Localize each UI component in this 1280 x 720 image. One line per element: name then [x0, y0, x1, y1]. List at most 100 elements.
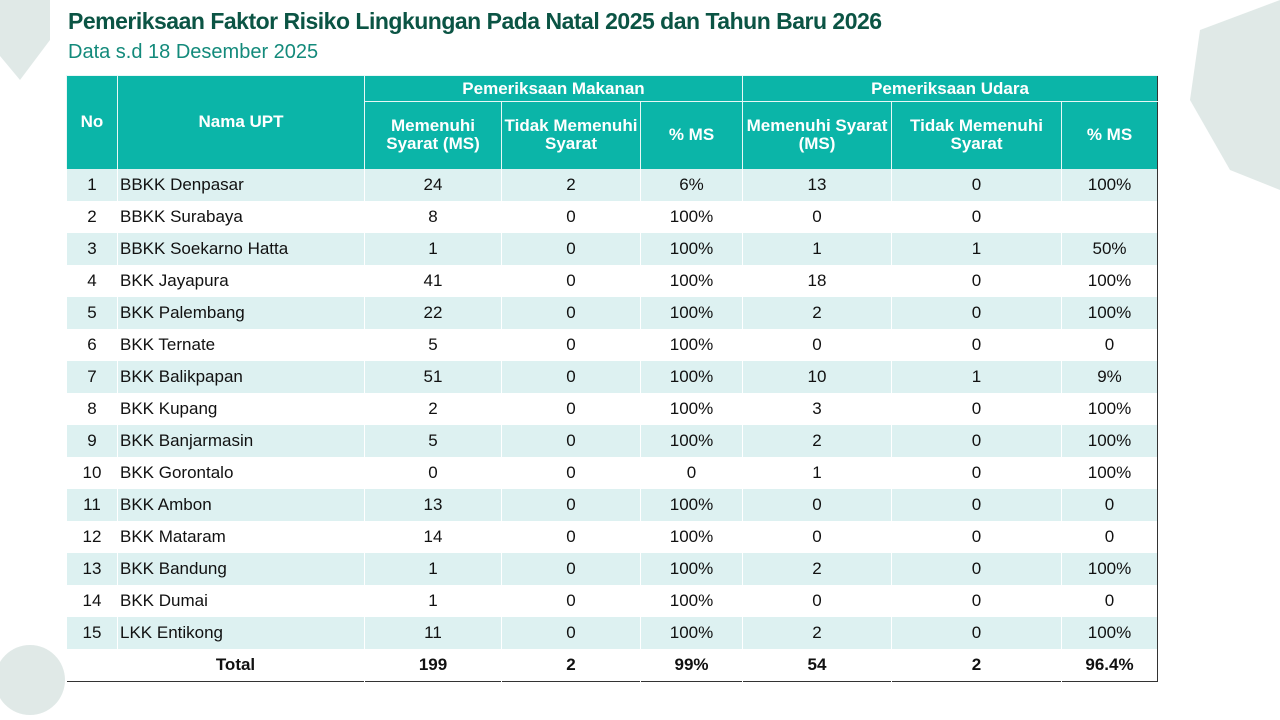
table-cell: 2	[66, 200, 118, 233]
table-cell: 0	[891, 488, 1062, 521]
table-cell: 0	[501, 424, 641, 457]
total-cell: 2	[501, 648, 641, 681]
table-cell: 100%	[640, 200, 743, 233]
table-cell: 100%	[1061, 168, 1158, 201]
table-cell: 13	[742, 168, 892, 201]
table-cell: 51	[364, 360, 502, 393]
table-cell: 0	[501, 264, 641, 297]
table-row: 1 BBKK Denpasar 24 2 6% 13 0 100%	[66, 168, 1158, 201]
header-no: No	[66, 75, 118, 169]
table-cell: 100%	[640, 520, 743, 553]
table-cell: 2	[742, 296, 892, 329]
table-row: 2 BBKK Surabaya 8 0 100% 0 0	[66, 200, 1158, 233]
table-cell: 100%	[640, 296, 743, 329]
table-cell: 41	[364, 264, 502, 297]
table-cell: 100%	[640, 392, 743, 425]
table-cell: 100%	[640, 584, 743, 617]
table-cell: BKK Dumai	[117, 584, 365, 617]
table-cell: 100%	[1061, 264, 1158, 297]
table-row: 14 BKK Dumai 1 0 100% 0 0 0	[66, 584, 1158, 617]
table-cell: 12	[66, 520, 118, 553]
table-row: 5 BKK Palembang 22 0 100% 2 0 100%	[66, 296, 1158, 329]
table-cell: 100%	[640, 328, 743, 361]
table-cell: 0	[501, 488, 641, 521]
table-cell: 9	[66, 424, 118, 457]
table-cell: 1	[364, 232, 502, 265]
table-cell	[1061, 200, 1158, 233]
logo-watermark-icon	[0, 0, 50, 80]
table-cell: 9%	[1061, 360, 1158, 393]
table-cell: 10	[742, 360, 892, 393]
table-cell: 0	[1061, 328, 1158, 361]
table-cell: 0	[891, 168, 1062, 201]
table-cell: 100%	[1061, 424, 1158, 457]
table-cell: 0	[742, 488, 892, 521]
table-cell: 100%	[1061, 296, 1158, 329]
table-row: 4 BKK Jayapura 41 0 100% 18 0 100%	[66, 264, 1158, 297]
table-cell: 1	[364, 552, 502, 585]
table-cell: 1	[891, 232, 1062, 265]
logo-watermark-icon	[1190, 0, 1280, 190]
table-cell: 2	[742, 616, 892, 649]
table-cell: BKK Balikpapan	[117, 360, 365, 393]
table-cell: 100%	[1061, 392, 1158, 425]
header-ud-pct: % MS	[1061, 101, 1158, 169]
table-cell: 100%	[640, 264, 743, 297]
header-makanan: Pemeriksaan Makanan	[364, 75, 743, 102]
table-cell: 10	[66, 456, 118, 489]
total-label: Total	[66, 648, 365, 681]
table-cell: 24	[364, 168, 502, 201]
table-cell: 0	[501, 200, 641, 233]
table-cell: 1	[891, 360, 1062, 393]
table-cell: 0	[501, 328, 641, 361]
table-cell: 0	[742, 584, 892, 617]
table-cell: 14	[364, 520, 502, 553]
table-cell: BBKK Surabaya	[117, 200, 365, 233]
total-cell: 99%	[640, 648, 743, 681]
table-cell: 0	[891, 392, 1062, 425]
table-cell: 1	[364, 584, 502, 617]
page-title: Pemeriksaan Faktor Risiko Lingkungan Pad…	[68, 8, 882, 34]
table-cell: 5	[66, 296, 118, 329]
header-nama: Nama UPT	[117, 75, 365, 169]
table-cell: BBKK Denpasar	[117, 168, 365, 201]
table-cell: 0	[891, 264, 1062, 297]
table-cell: BKK Gorontalo	[117, 456, 365, 489]
table-cell: BKK Palembang	[117, 296, 365, 329]
table-cell: 0	[891, 616, 1062, 649]
header-mk-pct: % MS	[640, 101, 743, 169]
table-cell: 13	[66, 552, 118, 585]
table-cell: 5	[364, 328, 502, 361]
total-cell: 96.4%	[1061, 648, 1158, 681]
table-row: 6 BKK Ternate 5 0 100% 0 0 0	[66, 328, 1158, 361]
table-cell: 100%	[1061, 616, 1158, 649]
table-cell: 0	[891, 424, 1062, 457]
table-cell: 50%	[1061, 232, 1158, 265]
total-row: Total 199 2 99% 54 2 96.4%	[66, 648, 1158, 681]
table-cell: LKK Entikong	[117, 616, 365, 649]
table-cell: 0	[501, 392, 641, 425]
table-cell: BKK Jayapura	[117, 264, 365, 297]
table-cell: BKK Banjarmasin	[117, 424, 365, 457]
table-cell: 0	[501, 584, 641, 617]
table-cell: 0	[891, 296, 1062, 329]
table-row: 11 BKK Ambon 13 0 100% 0 0 0	[66, 488, 1158, 521]
table-cell: 0	[501, 552, 641, 585]
table-cell: 6%	[640, 168, 743, 201]
table-row: 7 BKK Balikpapan 51 0 100% 10 1 9%	[66, 360, 1158, 393]
table-cell: 0	[501, 360, 641, 393]
header-mk-tms: Tidak Memenuhi Syarat	[501, 101, 641, 169]
table-row: 3 BBKK Soekarno Hatta 1 0 100% 1 1 50%	[66, 232, 1158, 265]
table-cell: 1	[742, 456, 892, 489]
table-cell: 2	[742, 424, 892, 457]
table-cell: 0	[891, 520, 1062, 553]
table-cell: BKK Mataram	[117, 520, 365, 553]
table-cell: 22	[364, 296, 502, 329]
table-cell: BKK Bandung	[117, 552, 365, 585]
table-cell: 0	[891, 552, 1062, 585]
table-cell: 0	[501, 456, 641, 489]
total-cell: 54	[742, 648, 892, 681]
table-cell: 11	[364, 616, 502, 649]
table-cell: 18	[742, 264, 892, 297]
header-udara: Pemeriksaan Udara	[742, 75, 1158, 102]
